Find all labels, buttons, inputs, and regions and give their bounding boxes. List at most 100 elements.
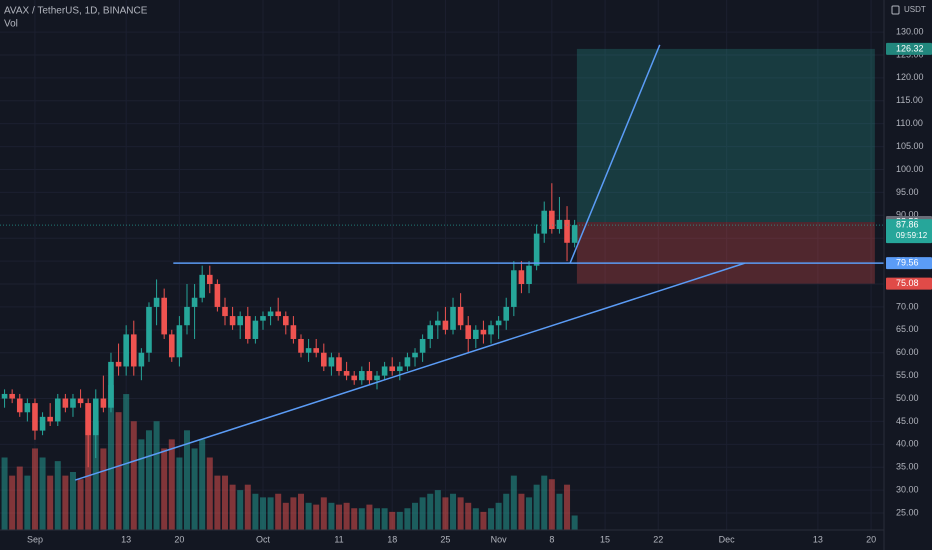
volume-bar (237, 490, 244, 530)
volume-bar (510, 475, 517, 530)
volume-bar (450, 493, 457, 530)
volume-bar (145, 430, 152, 530)
candle-body (313, 348, 320, 353)
volume-bar (168, 439, 175, 530)
y-tick-label: 115.00 (896, 95, 923, 105)
indicator-label[interactable]: Vol (4, 19, 18, 30)
candle-body (260, 316, 266, 321)
projection-line (569, 44, 661, 264)
volume-bar (221, 475, 228, 530)
candle-body (184, 306, 190, 326)
candle-body (252, 320, 259, 339)
candle-body (412, 352, 418, 358)
volume-bar (320, 497, 327, 530)
volume-bar (351, 508, 358, 530)
volume-bar (358, 508, 365, 530)
candle-body (161, 297, 167, 335)
x-tick-label: Sep (27, 534, 43, 544)
target-tag: 126.32 (896, 43, 924, 53)
y-tick-label: 130.00 (896, 26, 924, 36)
volume-bar (229, 484, 236, 530)
candle-body (556, 219, 563, 230)
volume-bar (100, 448, 107, 530)
last-price-tag-bg (886, 219, 932, 244)
volume-bar (153, 421, 160, 530)
y-tick-label: 55.00 (896, 370, 919, 380)
trend-line (75, 262, 746, 481)
candle-body (32, 403, 38, 431)
y-tick-label: 105.00 (896, 141, 924, 151)
candle-body (518, 270, 525, 285)
candle-body (282, 316, 289, 326)
candle-body (138, 352, 145, 367)
candle-body (366, 371, 373, 381)
candle-body (191, 297, 198, 307)
volume-bar (130, 421, 137, 530)
candle-body (343, 371, 350, 376)
candle-body (351, 375, 358, 381)
volume-bar (176, 457, 183, 530)
lock-icon[interactable] (891, 5, 900, 15)
volume-bar (183, 430, 190, 530)
x-tick-label: 13 (813, 534, 823, 544)
volume-bar (457, 497, 464, 530)
volume-bar (374, 508, 381, 530)
candle-body (321, 352, 327, 367)
candle-body (427, 325, 434, 339)
y-tick-label: 100.00 (896, 164, 924, 174)
candle-body (123, 334, 129, 367)
volume-bar (62, 475, 69, 530)
volume-bar (290, 497, 297, 530)
horizontal-line-tag-bg (886, 257, 932, 270)
volume-bar (69, 472, 76, 530)
volume-bar (328, 502, 335, 530)
candle-body (488, 325, 494, 335)
plot-layer (0, 0, 884, 530)
volume-bar (556, 493, 563, 530)
volume-bar (9, 475, 16, 530)
candle-body (39, 416, 46, 431)
x-tick-label: 13 (121, 534, 131, 544)
candle-body (404, 357, 411, 367)
volume-bar (275, 493, 282, 530)
candle-body (305, 348, 312, 353)
currency-label[interactable]: USDT (904, 5, 926, 14)
candle-body (92, 398, 99, 436)
volume-bar (313, 504, 320, 530)
candle-body (457, 306, 464, 326)
candle-body (465, 325, 472, 339)
candle-body (298, 338, 304, 353)
volume-bar (412, 502, 419, 530)
volume-bar (161, 448, 168, 530)
candle-body (336, 357, 342, 372)
candle-body (267, 311, 274, 317)
candle-body (275, 311, 281, 317)
horizontal-line-tag: 79.56 (896, 257, 919, 267)
y-tick-label: 30.00 (896, 485, 919, 495)
candle-body (62, 398, 69, 408)
candle-body (153, 297, 160, 307)
volume-bar (518, 493, 525, 530)
symbol-title[interactable]: AVAX / TetherUS, 1D, BINANCE (4, 6, 148, 17)
y-tick-label: 70.00 (896, 301, 919, 311)
candle-body (47, 416, 53, 422)
candle-body (381, 366, 388, 376)
y-tick-label: 60.00 (896, 347, 919, 357)
volume-bar (31, 448, 38, 530)
candle-body (1, 393, 8, 399)
candle-body (495, 320, 502, 326)
y-tick-label: 35.00 (896, 462, 919, 472)
volume-bar (252, 493, 259, 530)
stop-tag-bg (886, 277, 932, 290)
volume-bar (419, 497, 426, 530)
last-price-tag: 87.86 (896, 219, 919, 229)
candle-body (442, 320, 449, 330)
x-tick-label: 15 (600, 534, 610, 544)
candle-body (229, 316, 236, 326)
y-tick-label: 45.00 (896, 416, 919, 426)
volume-bar (434, 490, 441, 530)
x-tick-label: 18 (387, 534, 397, 544)
volume-bar (77, 479, 84, 530)
volume-bar (107, 385, 114, 530)
